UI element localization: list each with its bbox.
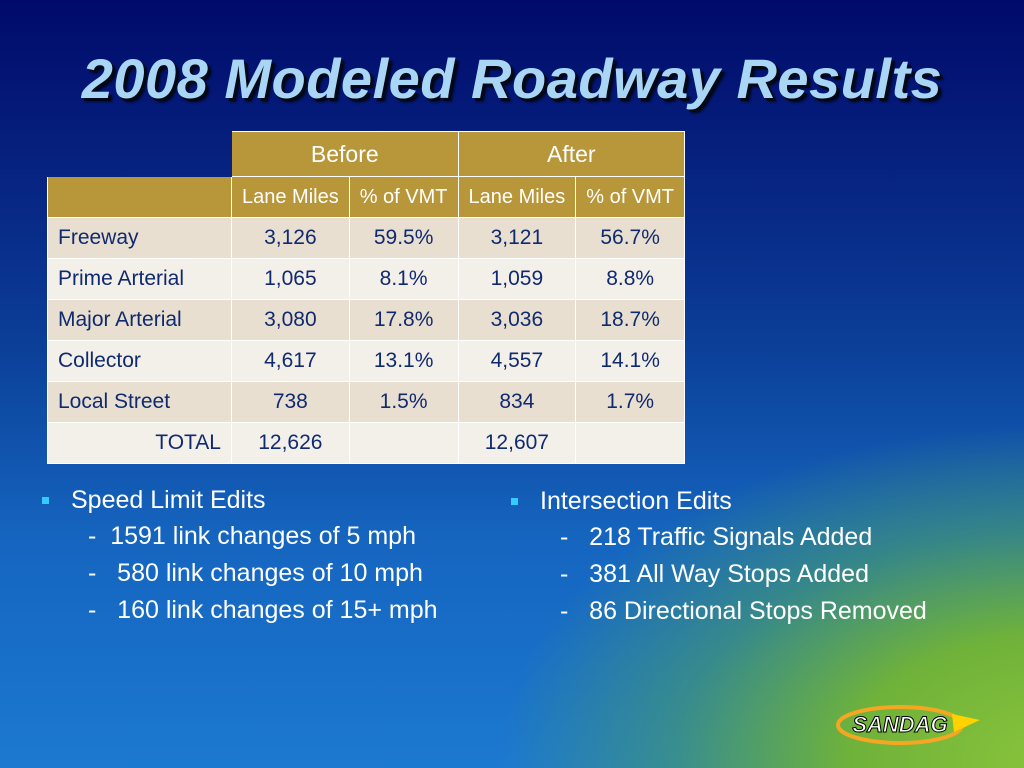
table-row: Collector 4,617 13.1% 4,557 14.1% <box>47 340 686 382</box>
logo-text: SANDAG <box>852 712 947 737</box>
table-row-total: TOTAL 12,626 12,607 <box>47 422 686 464</box>
table-cell <box>348 422 459 464</box>
list-item: - 86 Directional Stops Removed <box>560 597 927 625</box>
table-cell: 17.8% <box>348 299 459 341</box>
table-cell: 18.7% <box>575 299 686 341</box>
list-item: - 218 Traffic Signals Added <box>560 523 873 551</box>
list-item: - 381 All Way Stops Added <box>560 560 869 588</box>
before-header: Before <box>231 131 459 177</box>
bullet-square-icon <box>42 496 49 504</box>
slide-title: 2008 Modeled Roadway Results <box>81 47 943 110</box>
bullet-square-icon <box>511 497 518 505</box>
after-header: After <box>457 131 686 177</box>
list-item: - 580 link changes of 10 mph <box>88 559 423 587</box>
table-cell: 12,626 <box>231 422 350 464</box>
table-cell: 3,036 <box>457 299 577 341</box>
intersection-edits-list: Intersection Edits - 218 Traffic Signals… <box>511 483 927 630</box>
before-vmt-header: % of VMT <box>348 176 459 218</box>
row-label: Collector <box>47 340 232 382</box>
row-label: Local Street <box>47 381 232 423</box>
table-cell: 56.7% <box>575 217 686 259</box>
before-lane-miles-header: Lane Miles <box>231 176 350 218</box>
table-cell: 834 <box>457 381 577 423</box>
table-cell: 1.7% <box>575 381 686 423</box>
table-cell: 3,121 <box>457 217 577 259</box>
table-cell: 12,607 <box>457 422 577 464</box>
row-label: Prime Arterial <box>47 258 232 300</box>
row-label: Freeway <box>47 217 232 259</box>
table-cell: 3,126 <box>231 217 350 259</box>
list-heading: Speed Limit Edits <box>42 482 438 518</box>
row-label-header <box>47 176 232 218</box>
total-label: TOTAL <box>47 422 232 464</box>
group-header-row: Before After <box>48 131 686 177</box>
speed-limit-edits-heading: Speed Limit Edits <box>71 485 266 514</box>
table-cell: 3,080 <box>231 299 350 341</box>
table-row: Local Street 738 1.5% 834 1.7% <box>47 381 686 423</box>
row-label: Major Arterial <box>47 299 232 341</box>
list-item: - 160 link changes of 15+ mph <box>88 596 438 624</box>
intersection-edits-heading: Intersection Edits <box>540 486 732 515</box>
table-cell: 8.8% <box>575 258 686 300</box>
table-cell: 14.1% <box>575 340 686 382</box>
table-row: Major Arterial 3,080 17.8% 3,036 18.7% <box>47 299 686 341</box>
after-vmt-header: % of VMT <box>575 176 686 218</box>
table-cell: 1.5% <box>348 381 459 423</box>
table-row: Prime Arterial 1,065 8.1% 1,059 8.8% <box>47 258 686 300</box>
speed-limit-edits-list: Speed Limit Edits - 1591 link changes of… <box>42 482 438 629</box>
list-heading: Intersection Edits <box>511 483 927 519</box>
sub-header-row: Lane Miles % of VMT Lane Miles % of VMT <box>47 176 686 218</box>
table-cell: 738 <box>231 381 350 423</box>
sandag-logo: SANDAG <box>836 705 980 745</box>
table-row: Freeway 3,126 59.5% 3,121 56.7% <box>47 217 686 259</box>
list-item: - 1591 link changes of 5 mph <box>88 522 416 550</box>
table-cell: 4,617 <box>231 340 350 382</box>
table-cell <box>575 422 686 464</box>
table-cell: 59.5% <box>348 217 459 259</box>
empty-corner <box>48 132 232 177</box>
table-cell: 1,059 <box>457 258 577 300</box>
table-cell: 1,065 <box>231 258 350 300</box>
roadway-results-table: Before After Lane Miles % of VMT Lane Mi… <box>47 131 686 464</box>
after-lane-miles-header: Lane Miles <box>457 176 577 218</box>
table-cell: 8.1% <box>348 258 459 300</box>
table-cell: 13.1% <box>348 340 459 382</box>
table-cell: 4,557 <box>457 340 577 382</box>
